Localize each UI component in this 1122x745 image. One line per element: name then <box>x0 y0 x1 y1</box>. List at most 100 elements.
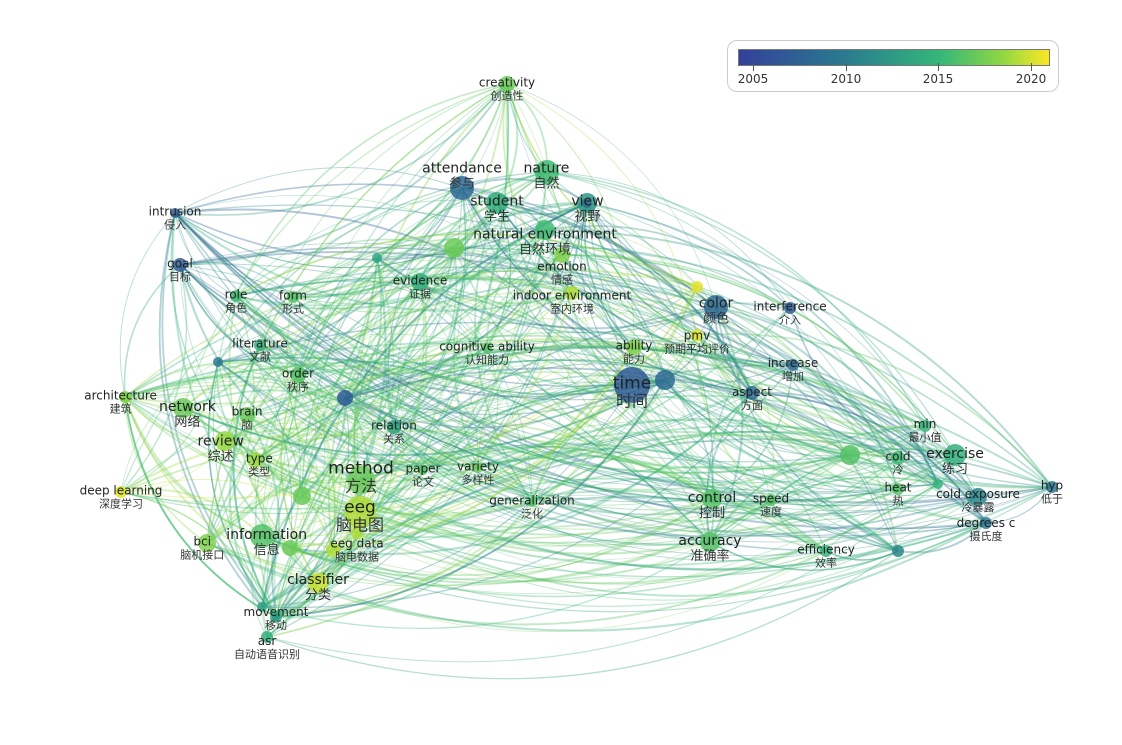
node[interactable] <box>944 444 966 466</box>
node[interactable] <box>290 367 306 383</box>
node[interactable] <box>704 295 728 319</box>
node[interactable] <box>535 220 555 240</box>
node[interactable] <box>745 386 759 400</box>
node[interactable] <box>257 602 267 612</box>
node[interactable] <box>820 545 832 557</box>
node[interactable] <box>247 452 263 468</box>
node[interactable] <box>787 359 799 371</box>
node[interactable] <box>337 390 353 406</box>
node[interactable] <box>372 253 382 263</box>
node[interactable] <box>213 357 223 367</box>
node[interactable] <box>282 540 298 556</box>
node[interactable] <box>170 208 180 218</box>
node[interactable] <box>565 286 579 300</box>
node[interactable] <box>250 524 274 548</box>
node[interactable] <box>473 463 483 473</box>
node[interactable] <box>411 273 429 291</box>
node[interactable] <box>919 420 931 432</box>
node[interactable] <box>614 367 650 403</box>
node[interactable] <box>655 370 675 390</box>
node[interactable] <box>969 488 987 506</box>
node[interactable] <box>173 258 187 272</box>
node[interactable] <box>691 281 703 293</box>
node[interactable] <box>326 543 340 557</box>
node[interactable] <box>239 407 255 423</box>
node[interactable] <box>554 247 570 263</box>
node[interactable] <box>351 527 363 539</box>
node[interactable] <box>344 496 376 528</box>
node[interactable] <box>486 192 508 214</box>
node[interactable] <box>173 398 193 418</box>
node[interactable] <box>527 497 537 507</box>
node[interactable] <box>444 238 464 258</box>
node[interactable] <box>287 291 299 303</box>
node[interactable] <box>450 176 474 200</box>
node[interactable] <box>1046 481 1058 493</box>
node[interactable] <box>499 76 515 92</box>
node[interactable] <box>700 532 720 552</box>
node[interactable] <box>215 431 235 451</box>
node[interactable] <box>272 613 280 621</box>
node[interactable] <box>482 343 492 353</box>
node[interactable] <box>261 631 273 643</box>
node[interactable] <box>691 329 703 341</box>
node[interactable] <box>115 486 127 498</box>
node[interactable] <box>347 466 375 494</box>
node[interactable] <box>840 445 860 465</box>
node[interactable] <box>254 339 266 351</box>
node[interactable] <box>892 545 904 557</box>
node[interactable] <box>418 465 428 475</box>
node[interactable] <box>784 302 796 314</box>
node[interactable] <box>198 534 216 552</box>
node[interactable] <box>582 198 592 208</box>
node[interactable] <box>308 573 328 593</box>
node[interactable] <box>626 339 642 355</box>
